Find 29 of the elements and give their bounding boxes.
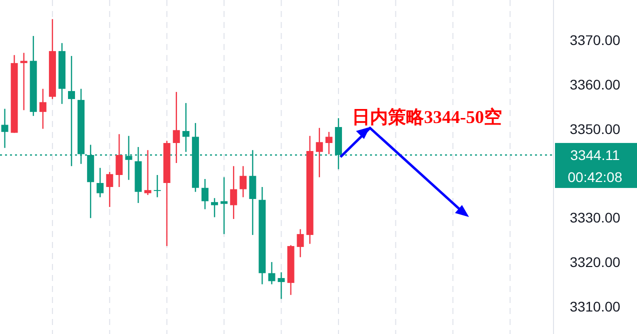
candlestick: [116, 134, 123, 188]
candlestick: [325, 131, 332, 155]
y-tick-label: 3320.00: [570, 254, 621, 270]
candlestick: [268, 261, 276, 285]
y-tick-label: 3360.00: [570, 76, 621, 92]
candlestick: [154, 174, 161, 198]
candlestick: [211, 197, 218, 218]
candlestick: [39, 88, 46, 130]
candlestick: [106, 171, 114, 208]
text: 00:42:08: [568, 168, 622, 185]
candlestick: [182, 102, 190, 152]
candlestick: [201, 178, 208, 210]
candlestick: [144, 150, 152, 196]
annotation: 日内策略3344-50空: [352, 107, 502, 127]
ref-line-label: 3344.11: [570, 146, 620, 163]
y-tick-label: 3330.00: [570, 210, 621, 226]
y-tick-label: 3350.00: [570, 120, 621, 137]
candlestick: [278, 272, 285, 300]
candlestick: [1, 108, 8, 148]
candlestick: [230, 166, 238, 220]
y-tick-label: 3310.00: [570, 298, 621, 314]
y-tick-label: 3370.00: [570, 32, 621, 48]
candlestick: [20, 52, 28, 111]
candlestick: [296, 228, 304, 258]
candlestick: [220, 176, 228, 235]
candlestick: [172, 91, 180, 164]
candlestick: [96, 167, 104, 198]
candlestick: [316, 127, 323, 178]
candlestick: [240, 166, 247, 198]
